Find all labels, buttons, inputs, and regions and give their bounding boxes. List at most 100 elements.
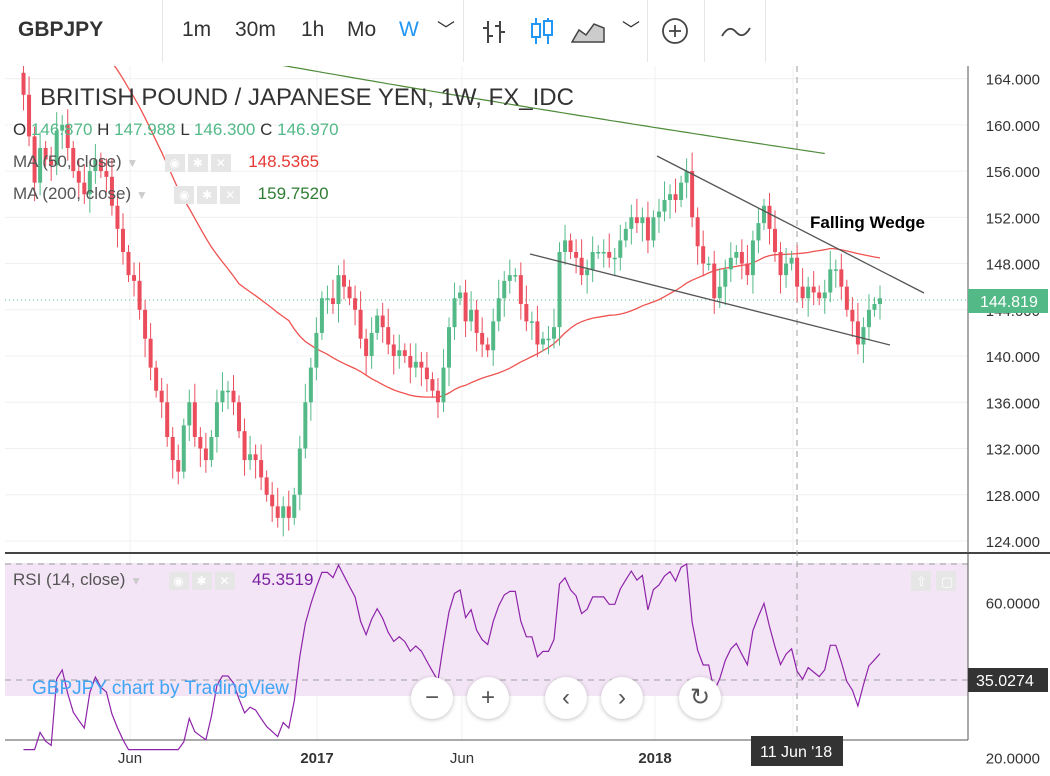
candle-body xyxy=(469,309,474,322)
add-indicator-icon[interactable] xyxy=(661,17,689,45)
toolbar-separator xyxy=(765,0,766,62)
candle-body xyxy=(734,252,739,258)
candle-body xyxy=(253,454,258,461)
compare-icon[interactable] xyxy=(720,20,752,42)
candle-body xyxy=(419,361,424,368)
candle-body xyxy=(728,257,733,270)
chevron-down-icon[interactable]: ▼ xyxy=(126,156,139,170)
candle-body xyxy=(369,332,374,357)
candle-body xyxy=(485,344,490,351)
candle-body xyxy=(612,257,617,260)
candle-body xyxy=(850,309,855,322)
candle-body xyxy=(745,263,750,276)
close-icon[interactable]: ✕ xyxy=(214,571,235,590)
chevron-down-icon[interactable]: ▼ xyxy=(130,574,143,588)
candle-body xyxy=(590,252,595,270)
close-label: C xyxy=(260,120,273,139)
ma50-legend[interactable]: MA (50, close) ▼ ◉ ✱ ✕ 148.5365 xyxy=(13,152,319,172)
candle-body xyxy=(690,171,695,218)
price-tick-label: 124.000 xyxy=(986,534,1040,551)
candle-body xyxy=(27,94,32,137)
chart-title: BRITISH POUND / JAPANESE YEN, 1W, FX_IDC xyxy=(40,84,574,111)
candle-body xyxy=(601,252,606,254)
chevron-down-icon[interactable]: ▼ xyxy=(135,188,148,202)
candle-body xyxy=(458,292,463,299)
price-tick-label: 136.000 xyxy=(986,395,1040,412)
bar-chart-icon[interactable] xyxy=(481,18,507,46)
interval-mo[interactable]: Mo xyxy=(347,18,377,41)
chevron-down-icon[interactable]: ﹀ xyxy=(437,20,455,40)
ma200-legend[interactable]: MA (200, close) ▼ ◉ ✱ ✕ 159.7520 xyxy=(13,184,329,204)
chevron-down-icon[interactable]: ﹀ xyxy=(622,20,640,40)
candle-body xyxy=(739,252,744,264)
candle-body xyxy=(480,332,485,345)
candlestick-icon[interactable] xyxy=(529,16,555,46)
candle-body xyxy=(806,286,811,299)
eye-icon[interactable]: ◉ xyxy=(168,571,189,590)
candle-body xyxy=(358,309,363,339)
candle-body xyxy=(828,269,833,293)
candle-body xyxy=(607,252,612,258)
candle-body xyxy=(811,286,816,293)
rsi-value: 45.3519 xyxy=(252,570,314,589)
candle-body xyxy=(822,292,827,299)
candle-body xyxy=(364,338,369,357)
rsi-move-up-glyph: ⇧ xyxy=(916,574,927,589)
scroll-right-button[interactable]: › xyxy=(601,677,643,719)
rsi-legend[interactable]: RSI (14, close) ▼ ◉ ✱ ✕ 45.3519 xyxy=(13,570,313,590)
candle-body xyxy=(181,425,186,472)
interval-1h[interactable]: 1h xyxy=(301,18,325,41)
candle-body xyxy=(76,171,81,183)
close-icon[interactable]: ✕ xyxy=(220,185,241,204)
candle-body xyxy=(839,269,844,287)
interval-w[interactable]: W xyxy=(399,18,419,41)
rsi-line xyxy=(23,562,881,751)
candle-body xyxy=(120,228,125,252)
rsi-maximize-icon[interactable] xyxy=(936,571,956,591)
candle-body xyxy=(789,257,794,264)
candle-body xyxy=(629,217,634,229)
time-axis[interactable]: Jun 2017 Jun 2018 xyxy=(118,750,672,767)
wedge-lower-trendline[interactable] xyxy=(529,253,891,346)
price-axis[interactable]: 124.000128.000132.000136.000140.000144.0… xyxy=(986,72,1040,551)
candle-body xyxy=(237,402,242,432)
area-chart-icon[interactable] xyxy=(571,18,605,44)
rsi-label: RSI (14, close) xyxy=(13,570,126,589)
candle-body xyxy=(286,506,291,518)
gear-icon[interactable]: ✱ xyxy=(191,571,212,590)
candle-body xyxy=(408,356,413,368)
scroll-left-button[interactable]: ‹ xyxy=(545,677,587,719)
eye-icon[interactable]: ◉ xyxy=(164,153,185,172)
candle-body xyxy=(673,194,678,200)
candle-body xyxy=(513,275,518,277)
candle-body xyxy=(795,257,800,287)
eye-icon[interactable]: ◉ xyxy=(174,185,195,204)
candle-body xyxy=(264,477,269,495)
rsi-move-up-icon[interactable] xyxy=(911,571,931,591)
interval-1m[interactable]: 1m xyxy=(182,18,212,41)
candle-body xyxy=(623,228,628,241)
zoom-out-button[interactable]: − xyxy=(411,677,453,719)
candle-body xyxy=(447,327,451,368)
wedge-upper-trendline[interactable] xyxy=(656,155,925,294)
candle-body xyxy=(60,124,65,131)
candle-body xyxy=(314,332,319,368)
candle-body xyxy=(220,390,225,403)
candle-body xyxy=(198,436,203,449)
close-icon[interactable]: ✕ xyxy=(210,153,231,172)
gear-icon[interactable]: ✱ xyxy=(187,153,208,172)
symbol-search[interactable]: GBPJPY xyxy=(18,18,104,41)
reset-chart-button[interactable]: ↻ xyxy=(679,677,721,719)
candle-body xyxy=(430,379,435,391)
falling-wedge-label[interactable]: Falling Wedge xyxy=(810,213,925,232)
candle-body xyxy=(706,263,711,266)
gear-icon[interactable]: ✱ xyxy=(197,185,218,204)
candle-body xyxy=(209,436,214,461)
watermark[interactable]: GBPJPY chart by TradingView xyxy=(32,678,289,699)
zoom-in-button[interactable]: + xyxy=(467,677,509,719)
candles xyxy=(21,60,882,537)
price-tick-label: 160.000 xyxy=(986,118,1040,135)
toolbar-separator xyxy=(463,0,464,62)
interval-30m[interactable]: 30m xyxy=(235,18,276,41)
